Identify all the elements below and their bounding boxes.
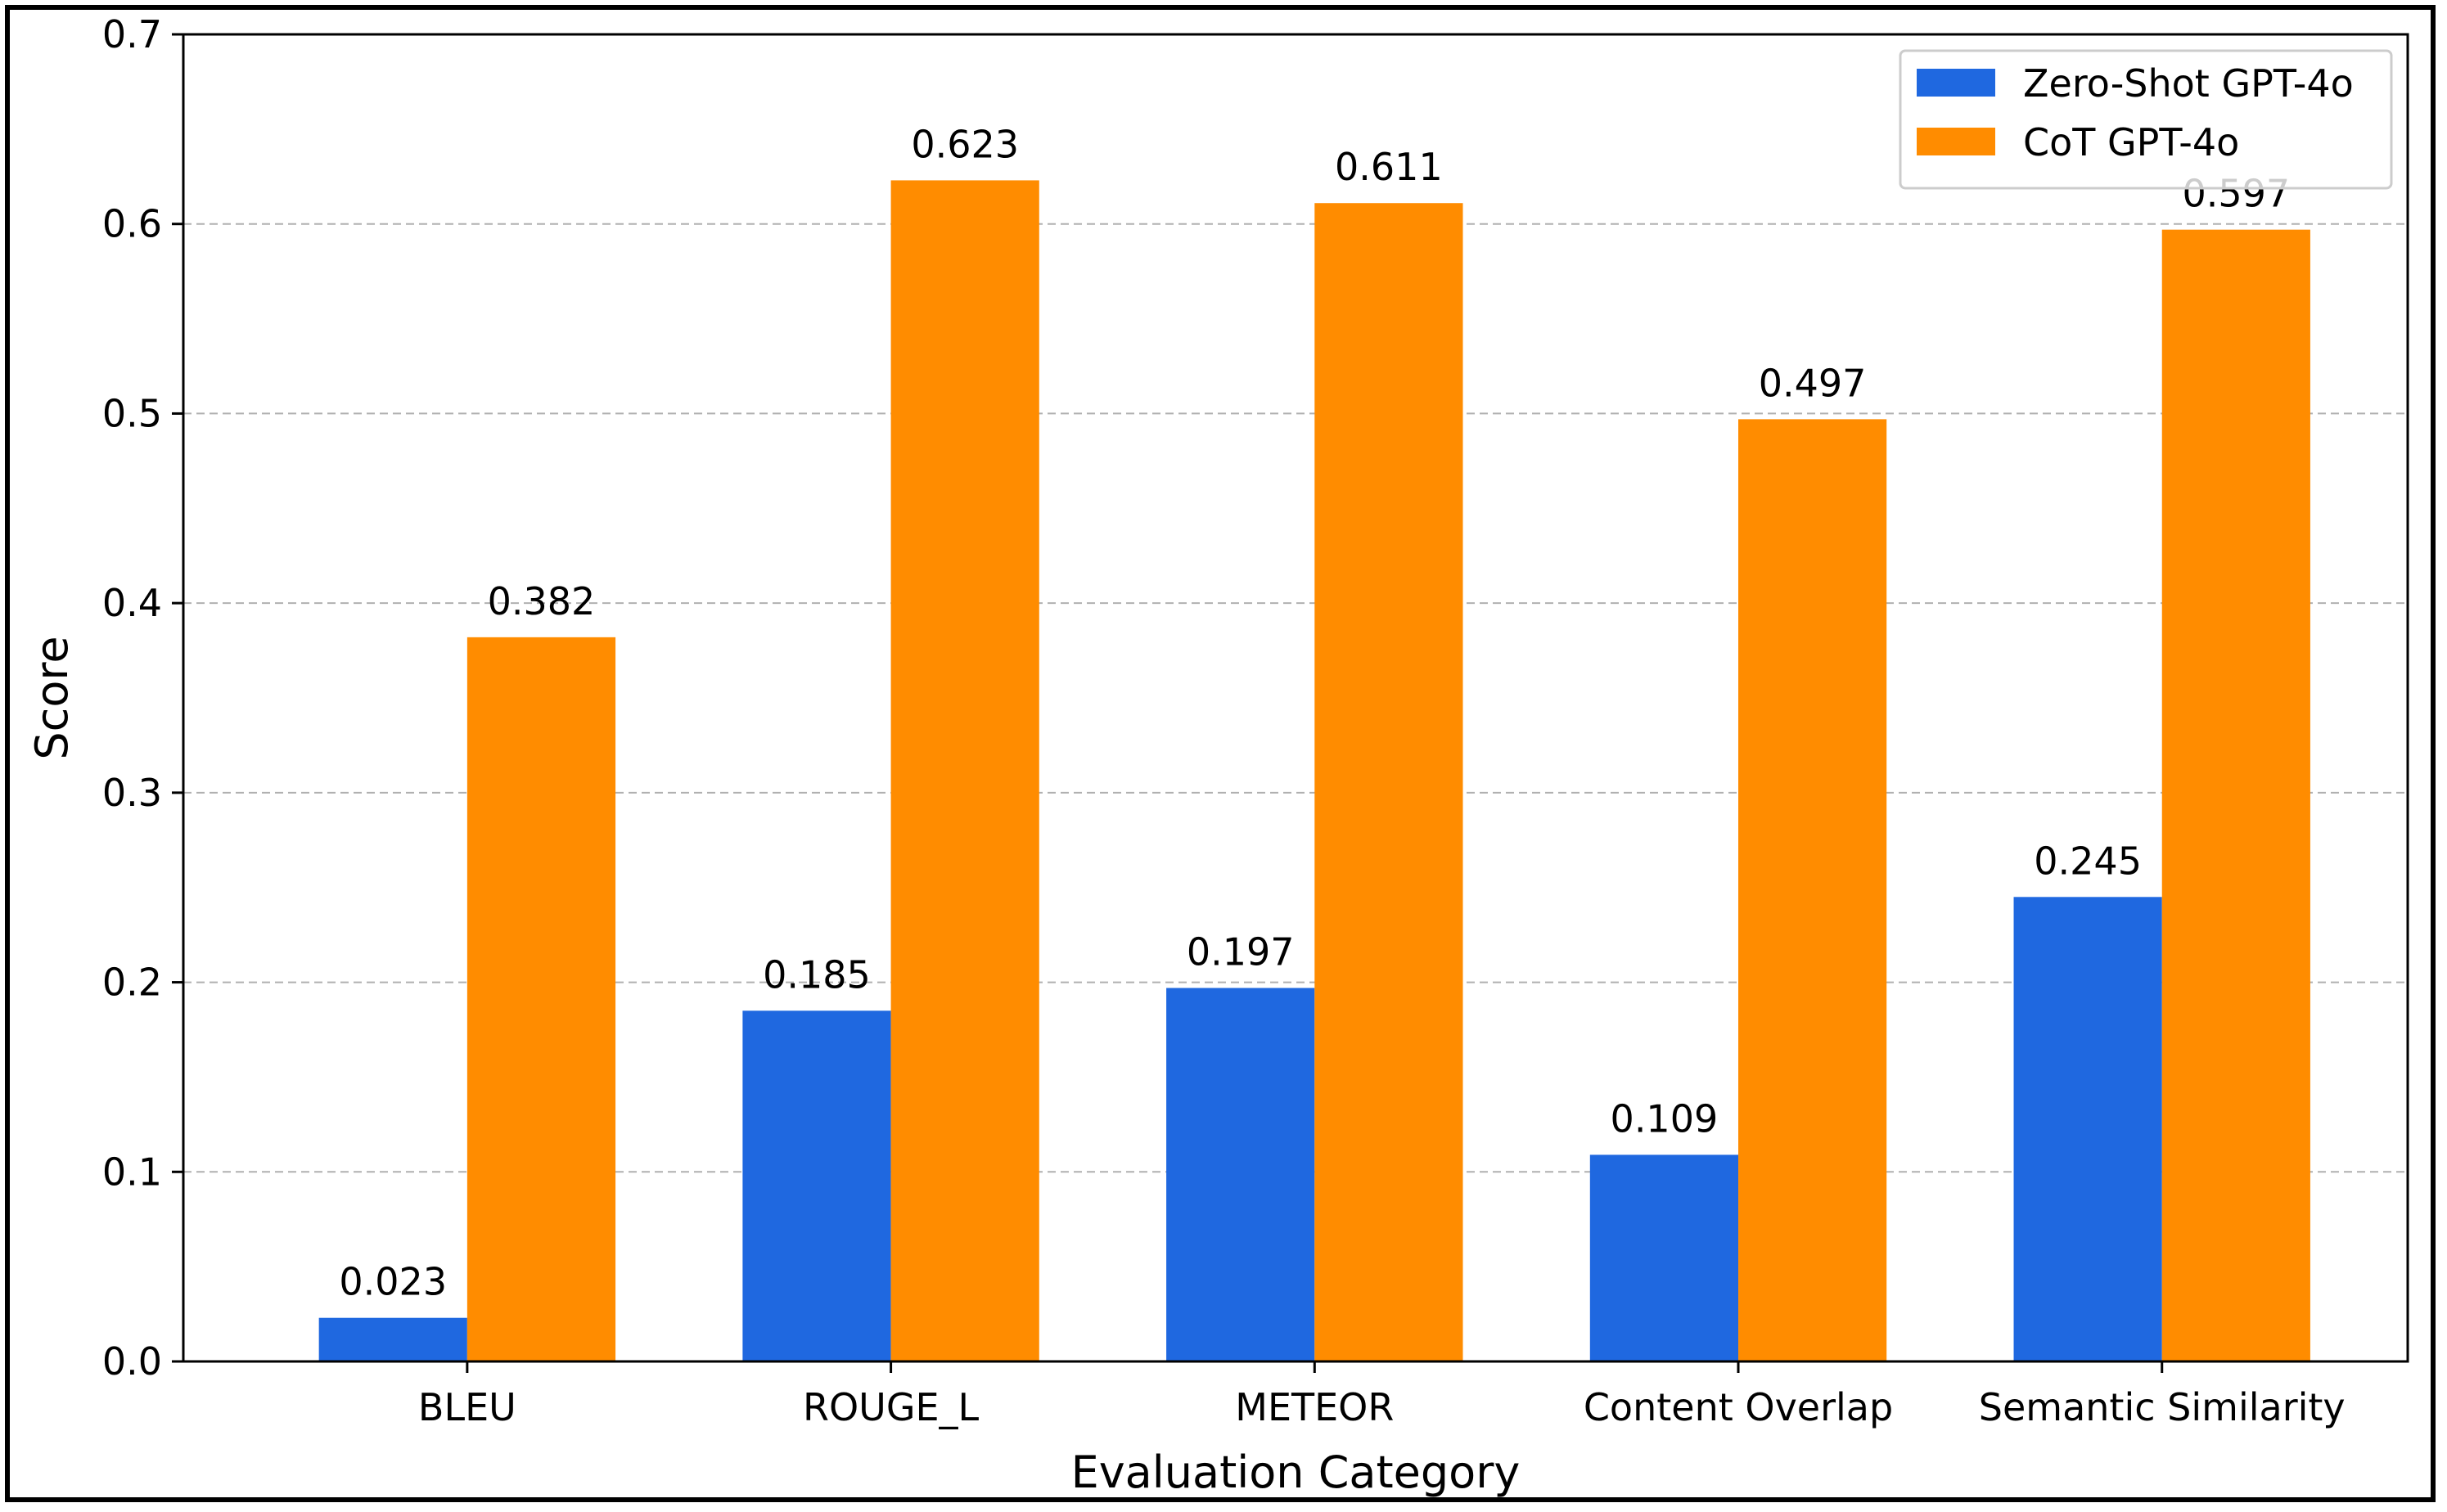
x-tick-label: Content Overlap <box>1584 1385 1893 1429</box>
plot-area-border <box>182 33 2409 1363</box>
bar <box>1738 419 1887 1361</box>
bar-value-label: 0.382 <box>488 579 596 623</box>
legend-label-zero-shot: Zero-Shot GPT-4o <box>2023 61 2354 106</box>
bar <box>1314 203 1463 1361</box>
y-tick-label: 0.4 <box>102 581 162 625</box>
x-tick-label: METEOR <box>1235 1385 1394 1429</box>
bars <box>318 180 2310 1361</box>
x-tick-label: BLEU <box>418 1385 516 1429</box>
bar <box>1166 988 1315 1361</box>
legend-swatch-cot <box>1917 128 1995 155</box>
legend-label-cot: CoT GPT-4o <box>2023 120 2239 164</box>
y-tick-label: 0.5 <box>102 391 162 435</box>
legend: Zero-Shot GPT-4o CoT GPT-4o <box>1899 49 2393 190</box>
x-tick-label: ROUGE_L <box>803 1385 980 1429</box>
y-tick-label: 0.0 <box>102 1339 162 1384</box>
y-tick-label: 0.2 <box>102 961 162 1005</box>
bar-value-label: 0.623 <box>911 122 1019 166</box>
y-axis-title: Score <box>26 636 78 759</box>
x-axis-ticks: BLEU ROUGE_L METEOR Content Overlap Semantic… <box>418 1361 2346 1429</box>
bar-value-label: 0.185 <box>763 952 871 997</box>
bar-value-label: 0.109 <box>1611 1096 1719 1141</box>
bar <box>742 1010 891 1361</box>
bar-value-label: 0.023 <box>339 1260 447 1304</box>
bar <box>2013 897 2162 1361</box>
bar-value-label: 0.497 <box>1759 361 1867 405</box>
legend-swatch-zero-shot <box>1917 69 1995 97</box>
x-axis-title: Evaluation Category <box>1071 1447 1521 1498</box>
bar <box>1589 1154 1739 1361</box>
y-tick-label: 0.1 <box>102 1150 162 1194</box>
y-tick-label: 0.3 <box>102 771 162 815</box>
bar <box>2161 229 2310 1361</box>
bar <box>466 637 616 1361</box>
bar <box>890 180 1039 1361</box>
legend-box <box>1899 49 2393 190</box>
y-tick-label: 0.7 <box>102 12 162 56</box>
bar-value-label: 0.245 <box>2034 839 2142 883</box>
chart-frame <box>5 5 2436 1502</box>
bar-value-label: 0.611 <box>1335 145 1443 189</box>
bar-value-label: 0.197 <box>1187 930 1295 974</box>
data-labels: 0.023 0.382 0.185 0.623 0.197 0.611 0.109 0.497… <box>339 122 2290 1303</box>
bar <box>318 1317 467 1361</box>
y-axis-ticks: 0.0 0.1 0.2 0.3 0.4 0.5 0.6 0.7 <box>102 12 183 1384</box>
x-tick-label: Semantic Similarity <box>1979 1385 2346 1429</box>
y-tick-label: 0.6 <box>102 202 162 246</box>
